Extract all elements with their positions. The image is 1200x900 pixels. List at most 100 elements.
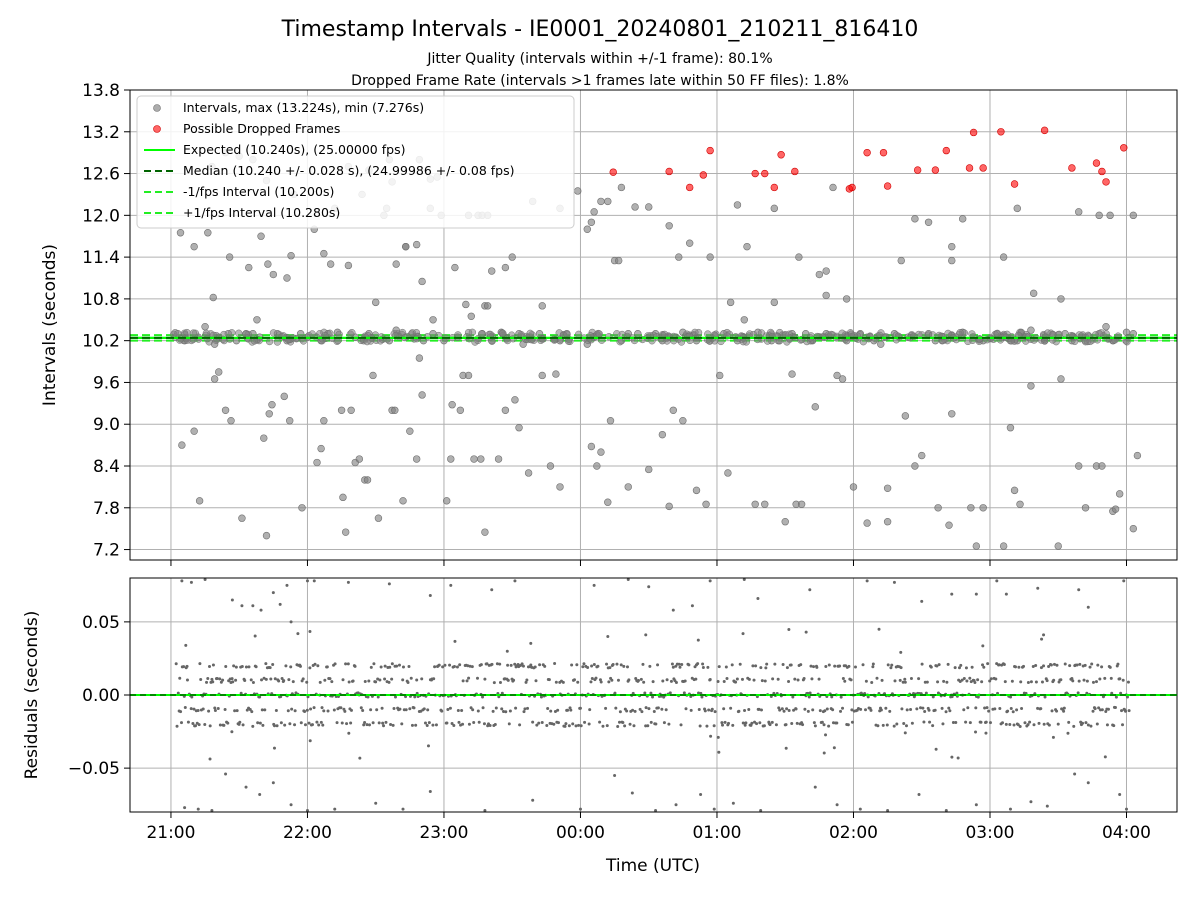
residual-point [387,582,391,586]
residual-point [982,665,986,669]
residual-point [698,724,702,728]
residual-point [890,663,894,667]
interval-point [740,316,748,324]
residual-point [583,720,587,724]
residual-point [400,722,404,726]
residual-point [944,710,948,714]
residual-point [420,677,424,681]
residual-point [243,679,247,683]
legend-dropped-marker [153,125,161,133]
residual-point [957,666,961,670]
interval-point [595,330,603,338]
residual-point [859,707,863,711]
residual-point [335,721,339,725]
interval-point [418,391,426,399]
residual-point [758,721,762,725]
interval-point [369,371,377,380]
interval-point [286,417,294,425]
residual-point [332,708,336,712]
interval-point [190,427,198,435]
residual-point [494,706,498,710]
interval-point [1129,524,1138,533]
residual-point [539,695,543,699]
interval-point [665,502,673,511]
x-tick-label: 21:00 [146,823,195,843]
residual-point [398,707,402,711]
residual-point [189,707,193,711]
residual-point [534,679,538,683]
residual-point [610,678,614,682]
residual-point [721,723,725,727]
residual-point [288,722,292,726]
residual-point [807,695,811,699]
residual-point [381,721,385,725]
residual-point [747,677,751,681]
residual-point [637,678,641,682]
residual-point [347,731,351,735]
residual-point [893,679,897,683]
residual-point [230,677,234,681]
residual-point [1082,678,1086,682]
residual-point [1004,722,1008,726]
residual-point [522,710,526,714]
residual-point [363,720,367,724]
residual-point [1040,637,1044,641]
legend-label-intervals: Intervals, max (13.224s), min (7.276s) [183,100,424,115]
residual-point [722,679,726,683]
residual-point [850,720,854,724]
residual-point [198,662,202,666]
interval-point [477,455,485,463]
residual-point [244,785,248,789]
residual-point [1108,665,1112,669]
interval-point [593,462,601,470]
residual-point [970,665,974,669]
residual-point [1052,662,1056,666]
interval-point [189,329,197,337]
residual-point [526,706,530,710]
residual-point [410,723,414,727]
residual-point [308,629,312,633]
residual-point [866,695,870,699]
residual-point [262,676,266,680]
residual-point [727,721,731,725]
dropped-frame-point [1098,167,1106,176]
residual-point [309,707,313,711]
residual-point [483,809,487,813]
residual-point [830,695,834,699]
interval-point [210,375,219,383]
residual-point [244,665,248,669]
residual-point [330,680,334,684]
residual-point [574,724,578,728]
residual-point [869,708,873,712]
residual-point [813,724,817,728]
interval-point [501,406,510,414]
residual-point [667,722,671,726]
residual-point [547,678,551,682]
interval-point [317,444,325,453]
residual-point [628,722,632,726]
residual-point [1121,678,1125,682]
residual-point [537,721,541,725]
interval-point [726,298,735,307]
residual-point [488,723,492,727]
interval-point [733,201,742,209]
residual-point [1004,592,1008,596]
interval-point [717,337,725,346]
residual-point [827,724,831,728]
residual-point [460,708,464,712]
residual-point [210,677,214,681]
interval-point [587,442,596,451]
interval-point [280,392,288,401]
residuals-panel: −0.05 0.00 0.05 21:00 22:00 23:00 00:00 01:00 0… [22,577,1178,876]
residual-point [801,723,805,727]
residual-point [333,662,337,666]
interval-point [616,338,624,346]
residual-point [941,722,945,726]
interval-point [631,203,639,211]
interval-point [402,242,410,251]
interval-point [751,500,759,508]
residual-point [361,709,365,713]
residual-point [793,677,797,681]
residual-point [520,662,524,666]
interval-point [1129,211,1138,220]
